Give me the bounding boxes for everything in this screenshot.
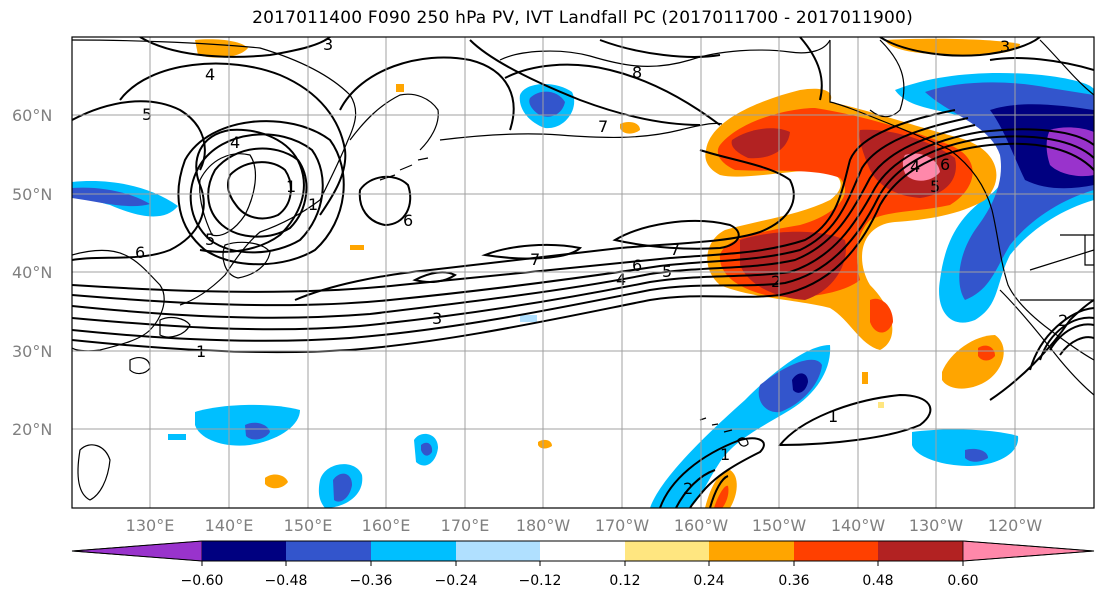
contour-label: 1 [286,177,296,196]
colorbar-tick-label: 0.60 [947,573,978,589]
lon-label: 130°E [126,516,175,535]
lon-label: 160°E [362,516,411,535]
colorbar-block [709,541,794,561]
lon-label: 130°W [909,516,964,535]
lat-label-40n: 40°N [12,263,52,282]
colorbar-block [625,541,709,561]
colorbar-block [794,541,878,561]
colorbar-tick-label: 0.36 [778,573,809,589]
colorbar-tick-label: −0.60 [181,573,224,589]
colorbar-tick-label: −0.48 [265,573,308,589]
colorbar-block [540,541,625,561]
lon-label: 150°E [284,516,333,535]
contour-labels: 3 4 5 8 7 1 4 5 6 6 1 7 7 6 5 4 2 3 1 1 … [135,35,1068,498]
colorbar-tick-label: −0.24 [435,573,478,589]
contour-label: 4 [910,157,920,176]
lon-label: 180°W [516,516,571,535]
contour-label: 7 [530,250,540,269]
gridlines [72,37,1094,508]
colorbar-tick-label: 0.12 [609,573,640,589]
colorbar-block [456,541,540,561]
contour-label: 1 [828,407,838,426]
contour-label: 4 [616,270,626,289]
colorbar-block [878,541,963,561]
lon-label: 170°W [595,516,650,535]
latitude-labels: 20°N 30°N 40°N 50°N 60°N [12,106,52,439]
contour-label: 6 [135,243,145,262]
contour-label: 3 [323,35,333,54]
colorbar: −0.60 −0.48 −0.36 −0.24 −0.12 0.12 0.24 … [71,540,1095,589]
contour-label: 4 [205,65,215,84]
lon-label: 170°E [441,516,490,535]
lon-label: 120°W [988,516,1043,535]
lat-label-60n: 60°N [12,106,52,125]
colorbar-extend-max [962,540,1095,562]
colorbar-ticks: −0.60 −0.48 −0.36 −0.24 −0.12 0.12 0.24 … [181,573,979,589]
contour-label: 7 [598,117,608,136]
lon-label: 140°E [205,516,254,535]
colorbar-tick-label: 0.24 [693,573,724,589]
contour-label: 5 [205,230,215,249]
contour-label: 6 [632,256,642,275]
contour-label: 2 [771,272,781,291]
lat-label-20n: 20°N [12,420,52,439]
lon-label: 150°W [752,516,807,535]
contour-label: 1 [308,195,318,214]
lat-label-50n: 50°N [12,185,52,204]
contour-label: 4 [230,133,240,152]
contour-label: 3 [432,309,442,328]
map-title: 2017011400 F090 250 hPa PV, IVT Landfall… [252,8,913,28]
contour-label: 6 [940,155,950,174]
contour-label: 2 [1058,311,1068,330]
colorbar-extend-min [71,540,203,562]
colorbar-tick-label: 0.48 [862,573,893,589]
colorbar-tick-label: −0.36 [350,573,393,589]
lon-label: 140°W [831,516,886,535]
colorbar-block [371,541,456,561]
colorbar-block [286,541,371,561]
colorbar-blocks [71,540,1095,566]
pv-contours [72,37,1094,508]
longitude-labels: 130°E 140°E 150°E 160°E 170°E 180°W 170°… [126,516,1043,535]
contour-label: 6 [403,211,413,230]
contour-label: 2 [683,479,693,498]
contour-label: 7 [670,240,680,259]
colorbar-tick-label: −0.12 [519,573,562,589]
map-frame [71,36,1095,509]
contour-label: 5 [930,177,940,196]
contour-label: 1 [720,445,730,464]
lon-label: 160°W [674,516,729,535]
contour-label: 3 [1000,37,1010,56]
colorbar-block [202,541,286,561]
contour-label: 8 [632,63,642,82]
lat-label-30n: 30°N [12,342,52,361]
